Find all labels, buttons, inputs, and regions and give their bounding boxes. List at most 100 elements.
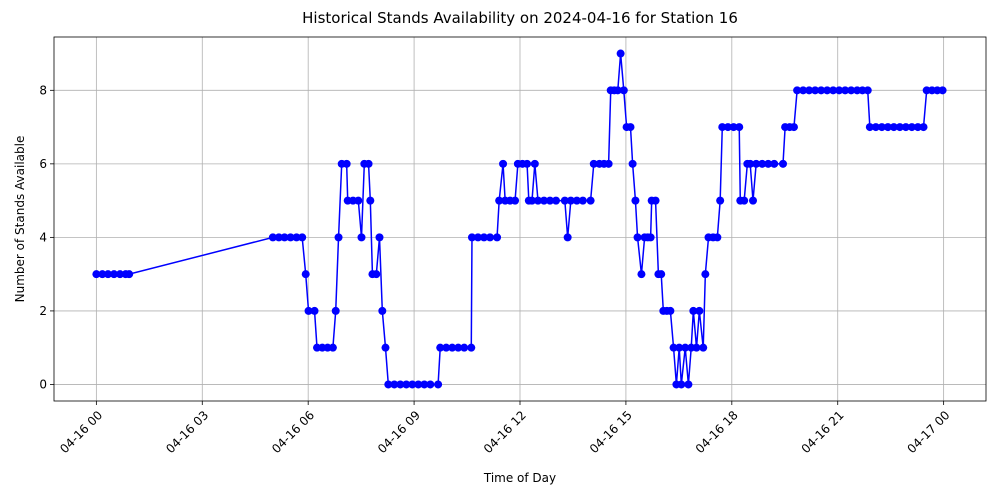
x-tick-label: 04-16 18 [693,408,741,456]
data-point [298,233,307,242]
data-point [104,270,113,279]
data-point [408,380,417,389]
data-point [372,270,381,279]
data-point [749,196,757,205]
data-point [310,306,319,315]
data-point [847,86,856,95]
data-point [817,86,826,95]
data-point [805,86,814,95]
data-point [835,86,844,95]
data-point [534,196,543,205]
data-point [684,380,693,389]
plot-frame [53,36,987,402]
data-point [895,123,904,132]
y-axis-label: Number of Stands Available [13,136,27,303]
data-point [675,343,684,352]
data-point [328,343,337,352]
data-point [657,270,666,279]
data-point [883,123,892,132]
data-point [454,343,463,352]
data-point [357,233,366,242]
data-point [268,233,277,242]
data-point [613,86,622,95]
x-tick-label: 04-16 00 [57,408,105,456]
data-point [681,343,690,352]
data-point [871,123,880,132]
data-point [666,306,675,315]
data-point [723,123,732,132]
data-point [841,86,850,95]
data-point [811,86,820,95]
data-point [436,343,445,352]
data-point [729,123,738,132]
data-point [863,86,872,95]
data-point [366,196,375,205]
data-point [692,343,701,352]
data-point [375,233,384,242]
data-point [563,233,572,242]
data-point [560,196,569,205]
data-point [789,123,798,132]
data-point [448,343,457,352]
data-point [633,233,642,242]
data-point [677,380,686,389]
data-point [546,196,555,205]
data-point [493,233,502,242]
data-point [699,343,708,352]
data-point [669,343,678,352]
x-tick-label: 04-16 06 [269,408,317,456]
data-point [523,159,532,168]
data-point [414,380,423,389]
data-point [280,233,289,242]
data-point [125,270,134,279]
x-tick-label: 04-16 03 [163,408,211,456]
data-point [92,270,101,279]
data-point [530,159,539,168]
y-tick-label: 4 [39,230,47,244]
data-point [779,159,788,168]
data-point [354,196,363,205]
data-point [301,270,310,279]
data-point [552,196,561,205]
x-tick-label: 04-16 09 [375,408,423,456]
x-tick-label: 04-16 21 [799,408,847,456]
data-point [628,159,637,168]
data-point [764,159,773,168]
data-point [540,196,549,205]
data-point [426,380,435,389]
data-point [913,123,922,132]
data-point [799,86,808,95]
data-point [342,159,351,168]
data-point [110,270,119,279]
data-point [566,196,575,205]
data-point [334,233,343,242]
data-point [829,86,838,95]
data-point [467,343,476,352]
data-point [889,123,898,132]
data-point [718,123,727,132]
data-point [907,123,916,132]
data-point [116,270,125,279]
data-point [637,270,646,279]
data-point [292,233,301,242]
data-point [586,196,595,205]
data-point [396,380,405,389]
y-tick-label: 2 [39,304,47,318]
data-point [434,380,443,389]
data-point [384,380,393,389]
data-point [646,233,655,242]
data-point [479,233,488,242]
data-point [578,196,587,205]
data-point [865,123,874,132]
data-point [619,86,628,95]
data-point [793,86,802,95]
y-tick-label: 0 [39,377,47,391]
data-point [631,196,640,205]
data-point [758,159,767,168]
data-point [442,343,451,352]
data-point [499,159,508,168]
data-point [604,159,613,168]
data-point [740,196,749,205]
data-point [919,123,928,132]
